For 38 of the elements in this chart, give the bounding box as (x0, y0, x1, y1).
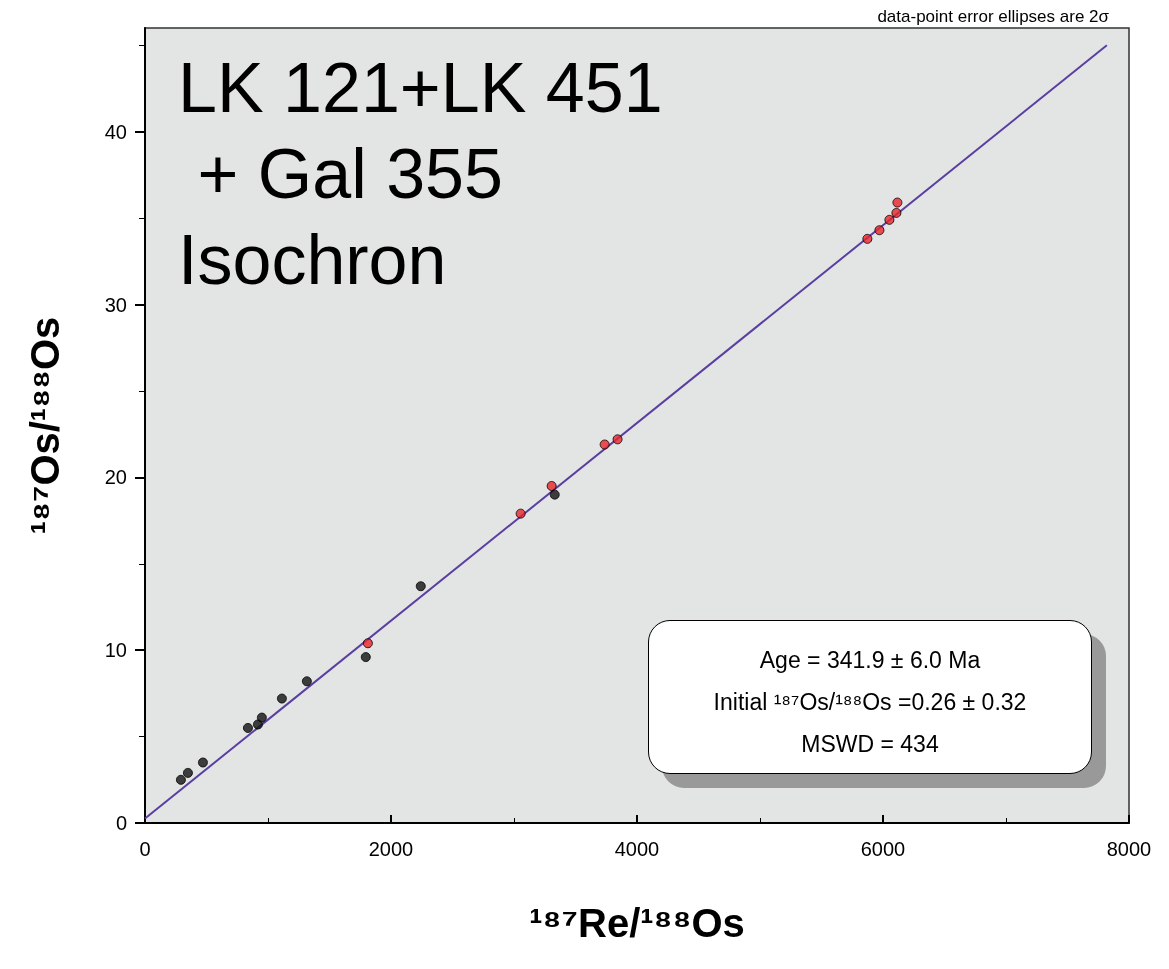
x-tick-label: 6000 (860, 838, 906, 860)
point (891, 207, 902, 218)
point (415, 581, 426, 592)
point (862, 233, 873, 244)
y-tick-label: 20 (104, 466, 127, 489)
point (892, 197, 903, 208)
x-tick-label: 2000 (368, 838, 414, 860)
y-tick-label: 30 (104, 293, 127, 316)
point (276, 693, 287, 704)
text: LK 121+LK 451 + Gal 355 Isochron (178, 49, 663, 299)
point (256, 712, 267, 723)
point (515, 508, 526, 519)
annotation: Age = 341.9 ± 6.0 Ma (758, 646, 982, 675)
point (612, 434, 623, 445)
y-tick-label: 10 (104, 639, 127, 662)
point (549, 489, 560, 500)
point (182, 767, 193, 778)
point (175, 774, 186, 785)
point (252, 719, 263, 730)
y-tick-label: 0 (115, 812, 127, 834)
x-tick-label: 8000 (1106, 838, 1152, 860)
y-tick-label: 40 (104, 120, 127, 143)
point (197, 757, 208, 768)
x-axis-title: ¹⁸⁷Re/¹⁸⁸Os (529, 901, 745, 945)
point (884, 214, 895, 225)
point (301, 676, 312, 687)
point (242, 722, 253, 733)
annotation: Initial ¹⁸⁷Os/¹⁸⁸Os =0.26 ± 0.32 (712, 688, 1028, 717)
point (362, 638, 373, 649)
text: data-point error ellipses are 2σ (877, 7, 1110, 26)
annotation: MSWD = 434 (800, 730, 940, 759)
point (360, 652, 371, 663)
x-tick-label: 0 (139, 838, 151, 860)
x-tick-label: 4000 (614, 838, 660, 860)
point (599, 439, 610, 450)
point (874, 225, 885, 236)
y-axis-title: ¹⁸⁷Os/¹⁸⁸Os (23, 316, 67, 535)
point (546, 480, 557, 491)
